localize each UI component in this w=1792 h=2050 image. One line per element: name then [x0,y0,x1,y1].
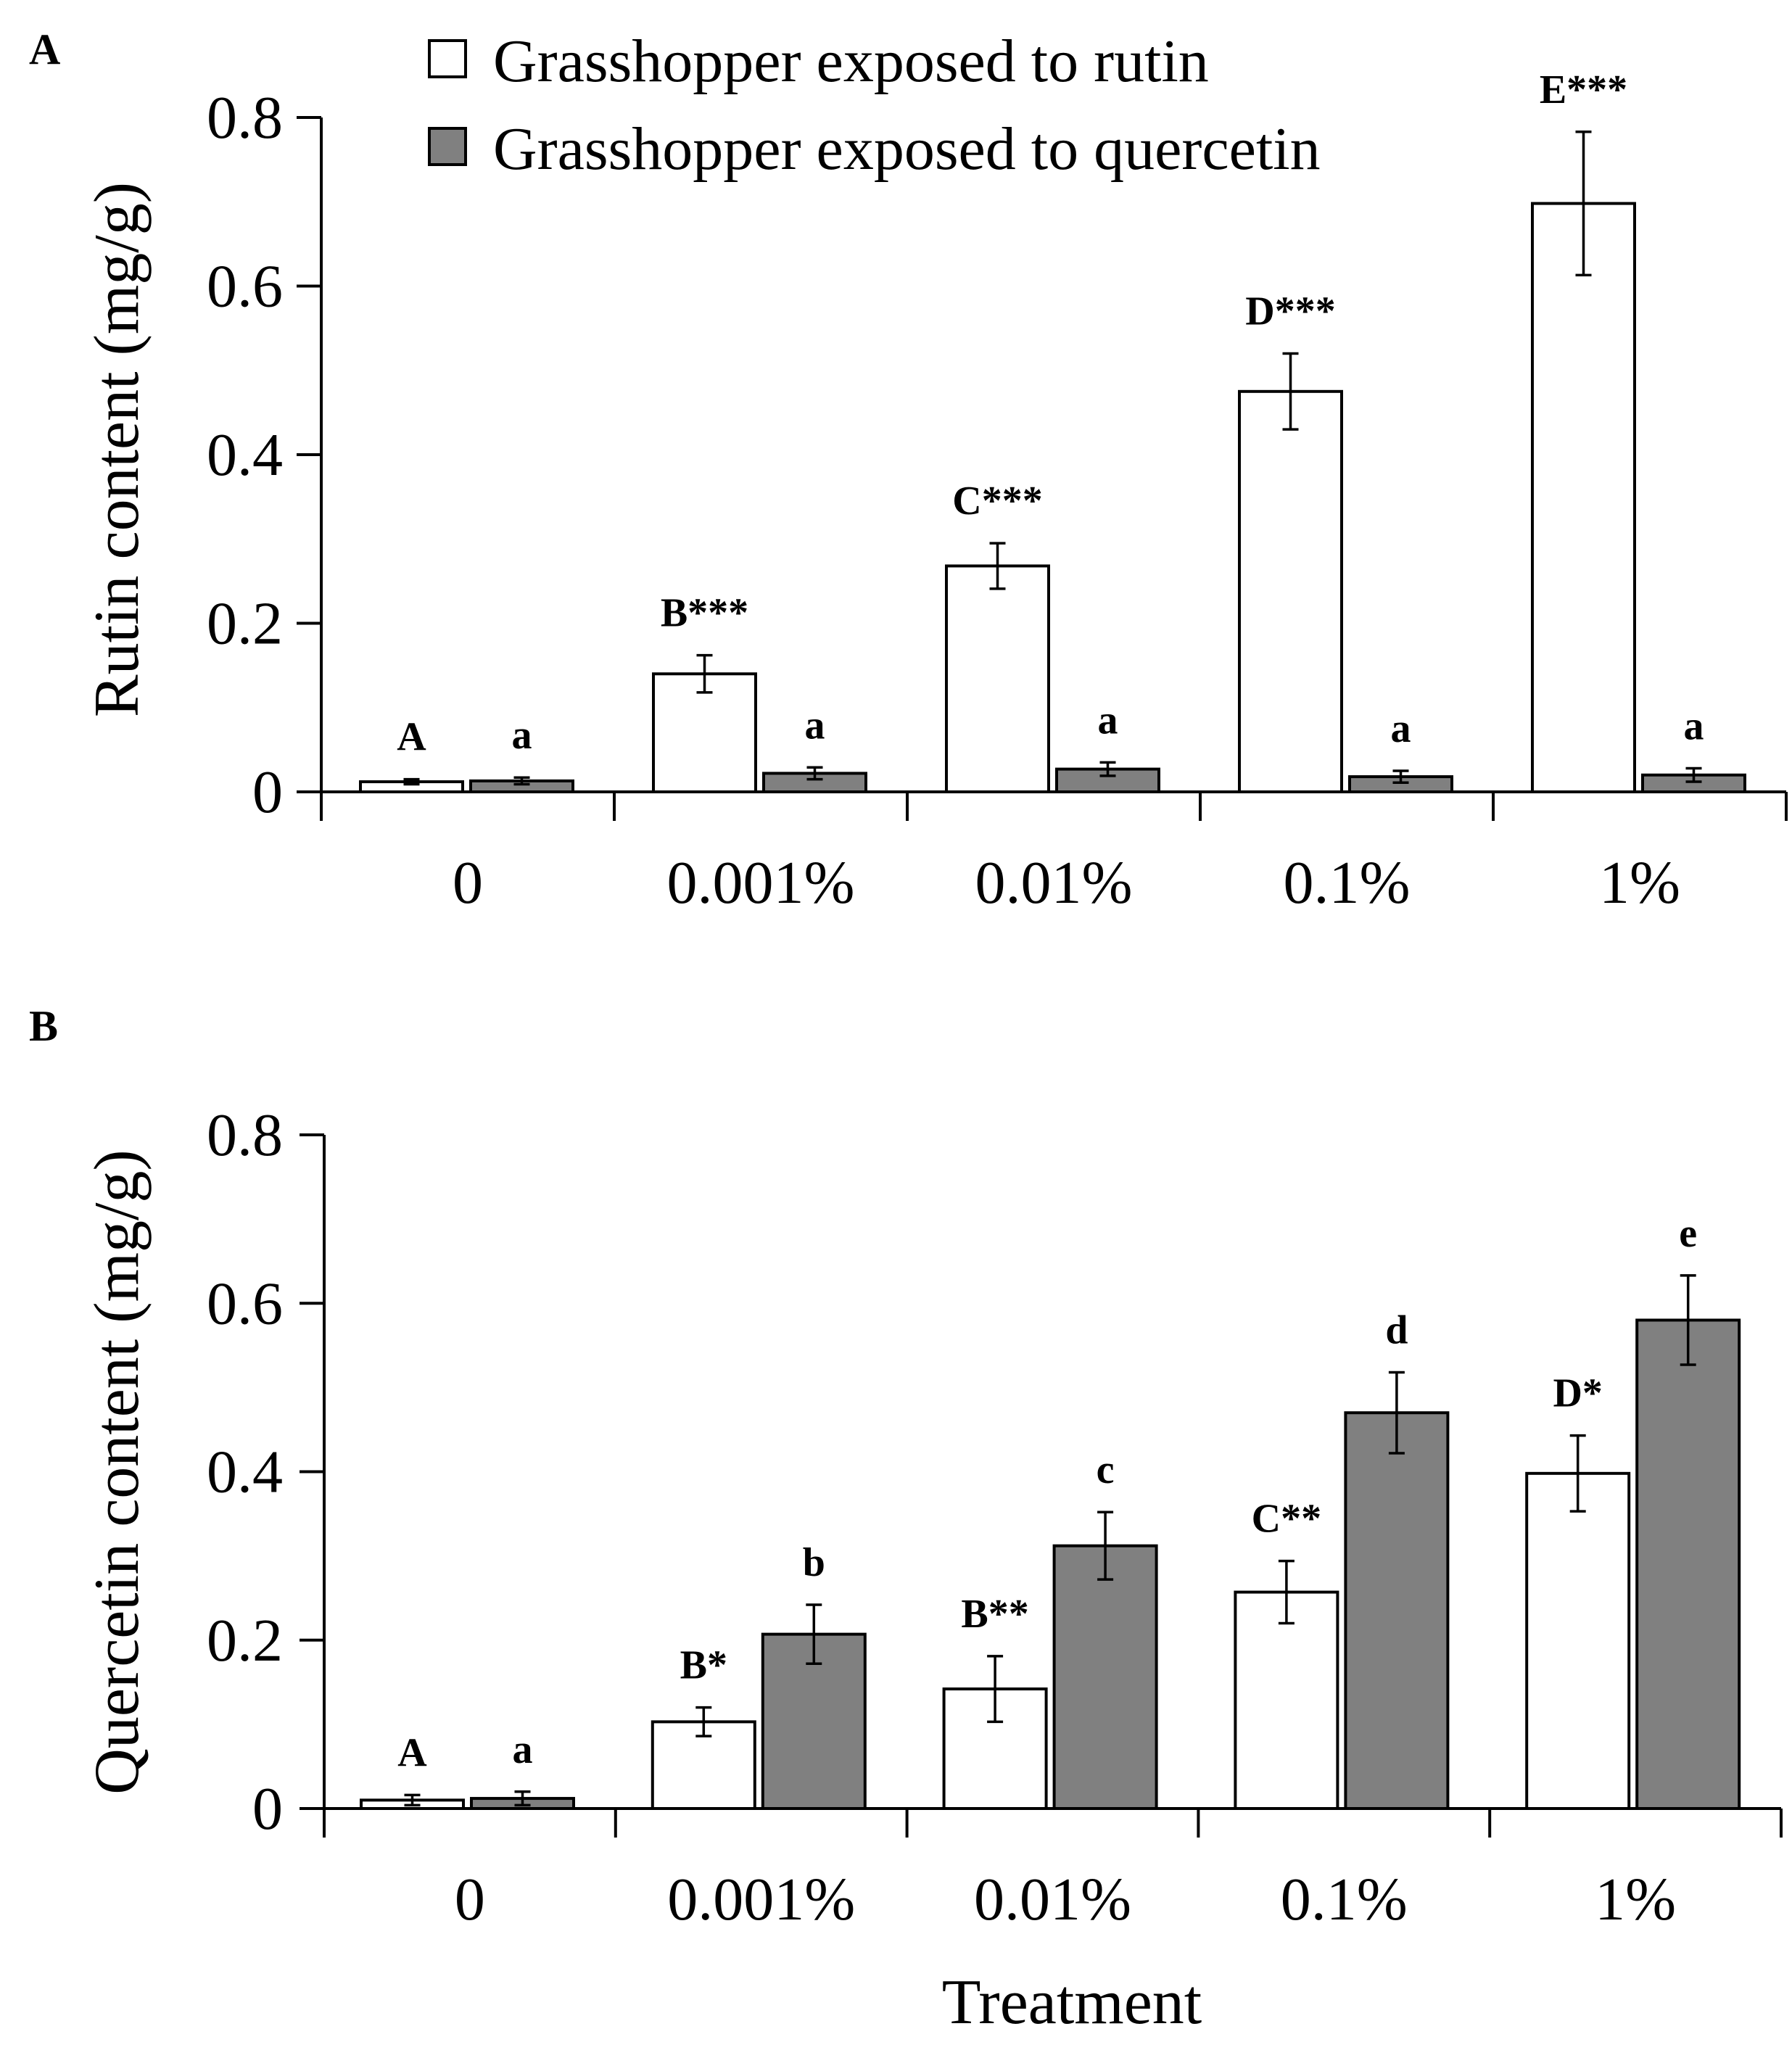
panel-b-category-label: 0.001% [667,1866,855,1933]
panel-a-error-bar [513,776,530,786]
panel-b-bar-rutin [1234,1590,1339,1811]
panel-b-y-tick-label: 0.8 [207,1102,283,1169]
panel-a-category-label: 1% [1599,849,1680,917]
panel-a-error-bar [1685,766,1702,783]
panel-b-error-bar [695,1706,712,1737]
panel-a: A Rutin content (mg/g) 0 0.2 0.4 0.6 0.8 A a 0 B… [29,25,1788,917]
panel-a-error-bar [1282,352,1299,431]
panel-a-sig-label: a [805,703,825,748]
panel-b-error-bar [1680,1274,1696,1366]
panel-a-y-tick-label: 0 [252,759,283,826]
panel-b-sig-label: e [1679,1211,1697,1256]
panel-a-sig-label: B*** [661,591,748,636]
panel-b-y-tick-label: 0.4 [207,1439,283,1506]
panel-b-bar-quercetin [1635,1318,1741,1810]
panel-b-plot: 0 0.2 0.4 0.6 0.8 A a 0 B* b 0.001% B** c 0.01% C** d 0.… [207,1102,1783,1933]
panel-a-sig-label: a [512,713,532,758]
panel-a-sig-label: a [1391,706,1411,751]
panel-b-error-bar [1278,1559,1295,1625]
panel-a-y-tick-label: 0.2 [207,590,283,658]
panel-b-error-bar [987,1655,1004,1724]
panel-b-category-label: 1% [1595,1866,1676,1933]
panel-a-error-bar [806,766,823,781]
panel-b-sig-label: a [513,1727,533,1772]
panel-a-error-bar [1575,131,1592,277]
panel-b-y-tick-label: 0.2 [207,1607,283,1674]
panel-b-ylabel: Quercetin content (mg/g) [82,1149,152,1794]
panel-a-sig-label: A [397,715,426,760]
panel-a-error-bar [1392,769,1409,784]
panel-a-error-bar [403,777,420,786]
panel-a-y-tick-label: 0.6 [207,253,283,321]
legend-swatch-quercetin [428,127,467,166]
panel-b-error-bar [1569,1434,1586,1513]
panel-a-category-label: 0.001% [667,849,855,917]
panel-a-ylabel: Rutin content (mg/g) [82,182,152,717]
panel-b-error-bar [514,1790,531,1807]
panel-a-sig-label: a [1098,698,1118,743]
panel-a-category-label: 0 [453,849,483,917]
panel-a-category-label: 0.1% [1284,849,1411,917]
legend-label-quercetin: Grasshopper exposed to quercetin [493,115,1321,183]
panel-a-sig-label: C*** [952,479,1042,524]
panel-b-error-bar [404,1793,421,1807]
panel-b-bar-quercetin [1052,1544,1158,1810]
panel-a-sig-label: D*** [1245,289,1335,334]
legend: Grasshopper exposed to rutin Grasshopper… [428,28,1321,183]
panel-a-error-bar [1099,761,1116,777]
panel-a-sig-label: E*** [1540,67,1627,112]
panel-b: B Quercetin content (mg/g) 0 0.2 0.4 0.6 0.8… [29,1002,1783,1933]
panel-b-sig-label: d [1385,1307,1408,1352]
panel-a-bar-rutin [1531,202,1636,793]
panel-b-label: B [29,1002,58,1050]
panel-a-plot: 0 0.2 0.4 0.6 0.8 A a 0 B*** a 0.001% C*** a 0.01% D**… [207,67,1788,917]
panel-b-sig-label: D* [1553,1371,1602,1416]
panel-b-sig-label: C** [1252,1497,1321,1542]
legend-swatch-rutin [428,39,467,78]
panel-a-sig-label: a [1684,703,1704,748]
x-axis-title: Treatment [942,1967,1202,2038]
panel-b-y-tick-label: 0.6 [207,1270,283,1337]
panel-a-y-tick-label: 0.4 [207,421,283,489]
panel-b-y-tick-label: 0 [252,1775,283,1843]
panel-b-bar-rutin [651,1720,756,1811]
panel-a-category-label: 0.01% [975,849,1133,917]
panel-a-label: A [29,25,60,73]
panel-a-error-bar [989,542,1006,590]
panel-b-sig-label: b [803,1540,825,1585]
panel-b-category-label: 0.1% [1281,1866,1408,1933]
panel-a-bar-rutin [1238,389,1343,793]
panel-a-error-bar [696,653,713,694]
panel-b-sig-label: B** [961,1592,1028,1637]
legend-label-rutin: Grasshopper exposed to rutin [493,28,1209,95]
panel-b-category-label: 0.01% [974,1866,1131,1933]
panel-b-error-bar [1097,1510,1114,1581]
panel-b-bar-quercetin [1344,1411,1450,1810]
panel-b-category-label: 0 [455,1866,485,1933]
panel-a-bar-rutin [945,564,1050,793]
panel-b-error-bar [1388,1371,1405,1455]
panel-b-sig-label: A [397,1730,427,1775]
panel-a-y-tick-label: 0.8 [207,84,283,152]
panel-b-bar-rutin [1525,1471,1631,1810]
panel-b-sig-label: B* [680,1643,727,1688]
panel-b-error-bar [806,1603,822,1666]
panel-b-sig-label: c [1097,1447,1115,1492]
